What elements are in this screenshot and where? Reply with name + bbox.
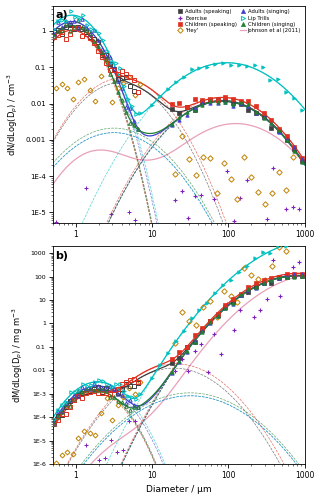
X-axis label: Diameter / μm: Diameter / μm <box>146 486 212 494</box>
Y-axis label: dM/dLog(D$_p$) / mg m$^{-3}$: dM/dLog(D$_p$) / mg m$^{-3}$ <box>10 308 25 403</box>
Legend: Adults (speaking), Exercise, Children (speaking), 'Hey', Adults (singing), Lip T: Adults (speaking), Exercise, Children (s… <box>176 8 302 34</box>
Text: b): b) <box>55 250 68 260</box>
Y-axis label: dN/dLog(D$_p$) / cm$^{-3}$: dN/dLog(D$_p$) / cm$^{-3}$ <box>5 73 20 156</box>
Text: a): a) <box>55 10 68 20</box>
